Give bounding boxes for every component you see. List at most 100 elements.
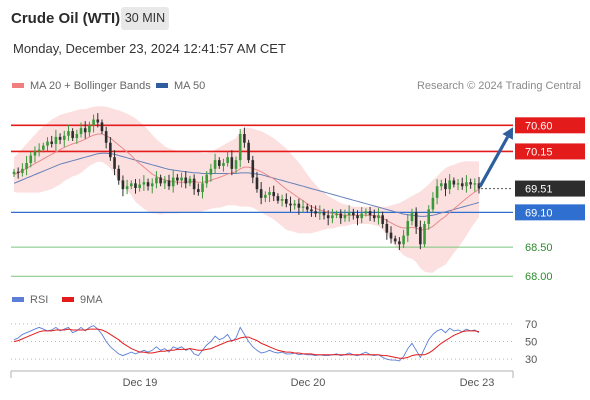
- candle-body: [146, 182, 150, 187]
- candle-body: [259, 189, 263, 198]
- moving-average-layer: [13, 133, 480, 231]
- legend-item-rsi: RSI: [12, 294, 48, 306]
- candle-body: [209, 168, 213, 175]
- rsi-9ma-line: [13, 328, 480, 359]
- candle-body: [368, 211, 372, 216]
- candle-body: [129, 183, 133, 187]
- level-label-bg-69.51: [515, 180, 585, 197]
- forecast-arrow-shaft: [478, 136, 510, 188]
- candle-body: [58, 136, 62, 140]
- level-label-69.51: 69.51: [525, 184, 553, 196]
- candle-body: [331, 215, 334, 219]
- candle-body: [54, 136, 58, 144]
- level-lines-layer: [11, 124, 513, 277]
- candle-body: [67, 131, 70, 136]
- rsi-tick-30: 30: [525, 354, 537, 366]
- candle-body: [301, 206, 305, 208]
- candle-body: [205, 174, 209, 184]
- legend-label-9ma: 9MA: [80, 294, 103, 306]
- x-tick-label: Dec 19: [123, 377, 158, 389]
- candle-body: [293, 203, 296, 206]
- candle-body: [75, 134, 79, 139]
- candle-body: [419, 226, 422, 245]
- candle-body: [339, 213, 343, 219]
- candle-body: [364, 211, 368, 214]
- candle-body: [37, 149, 41, 152]
- candle-body: [117, 168, 121, 181]
- candle-body: [71, 131, 74, 139]
- candle-body: [410, 212, 414, 222]
- candle-body: [431, 197, 435, 210]
- timestamp: Monday, December 23, 2024 12:41:57 AM CE…: [13, 41, 286, 56]
- candle-body: [402, 235, 405, 245]
- candle-body: [159, 177, 162, 184]
- ma20-line: [13, 133, 480, 231]
- candle-body: [448, 180, 451, 190]
- rsi-panel: 30 50 70: [11, 319, 537, 366]
- candle-body: [100, 122, 104, 132]
- candle-body: [326, 215, 330, 219]
- x-tick-label: Dec 20: [291, 377, 326, 389]
- x-tick-label: Dec 23: [460, 377, 495, 389]
- candle-body: [372, 215, 376, 219]
- candle-body: [192, 178, 196, 190]
- candle-body: [247, 142, 250, 161]
- candle-body: [452, 180, 456, 185]
- ma50-line: [13, 152, 480, 217]
- candle-body: [79, 128, 83, 135]
- candles-layer: [12, 113, 481, 250]
- level-label-70.15: 70.15: [525, 146, 553, 158]
- level-label-68.50: 68.50: [525, 242, 553, 254]
- candle-body: [222, 163, 225, 166]
- level-label-69.10: 69.10: [525, 207, 553, 219]
- candle-body: [393, 238, 397, 242]
- legend-item-ma50: MA 50: [156, 80, 205, 92]
- candle-body: [62, 135, 66, 140]
- candle-body: [176, 177, 179, 181]
- time-axis: Dec 19 Dec 20 Dec 23: [10, 370, 514, 389]
- candle-body: [180, 177, 183, 181]
- candle-body: [435, 186, 439, 198]
- candle-body: [234, 160, 238, 169]
- candle-body: [142, 182, 146, 185]
- candle-body: [213, 160, 217, 169]
- candle-body: [385, 223, 389, 233]
- candle-body: [121, 180, 125, 190]
- level-label-bg-70.60: [515, 117, 585, 134]
- candle-body: [96, 119, 100, 123]
- candle-body: [276, 196, 280, 201]
- candle-body: [46, 141, 49, 146]
- candle-body: [29, 155, 33, 164]
- candle-body: [352, 212, 355, 216]
- legend-item-9ma: 9MA: [62, 294, 103, 306]
- candle-body: [134, 183, 137, 188]
- legend-label-ma20: MA 20 + Bollinger Bands: [30, 80, 151, 92]
- rsi-tick-50: 50: [525, 337, 537, 349]
- candle-body: [125, 186, 129, 190]
- candle-body: [423, 223, 426, 245]
- chart-header: Crude Oil (WTI) 30 MIN: [0, 0, 590, 37]
- candle-body: [171, 177, 175, 187]
- candle-body: [322, 212, 326, 216]
- level-label-bg-69.10: [515, 204, 585, 221]
- candle-body: [356, 215, 359, 219]
- candle-body: [280, 199, 284, 201]
- ma20-swatch: [12, 82, 24, 88]
- candle-body: [469, 182, 472, 185]
- candle-body: [155, 177, 158, 184]
- candle-body: [188, 178, 192, 184]
- candle-body: [150, 183, 154, 187]
- level-label-bg-70.15: [515, 143, 585, 160]
- timeframe-badge[interactable]: 30 MIN: [121, 7, 169, 30]
- bollinger-band-area: [14, 106, 479, 273]
- candle-body: [444, 183, 447, 190]
- candle-body: [42, 145, 45, 150]
- candle-body: [272, 192, 276, 197]
- candle-body: [104, 131, 108, 143]
- forecast-arrow-head: [502, 127, 513, 140]
- candle-body: [251, 160, 255, 178]
- rsi-line: [13, 325, 480, 362]
- candle-body: [16, 171, 20, 173]
- level-label-68.00: 68.00: [525, 271, 553, 283]
